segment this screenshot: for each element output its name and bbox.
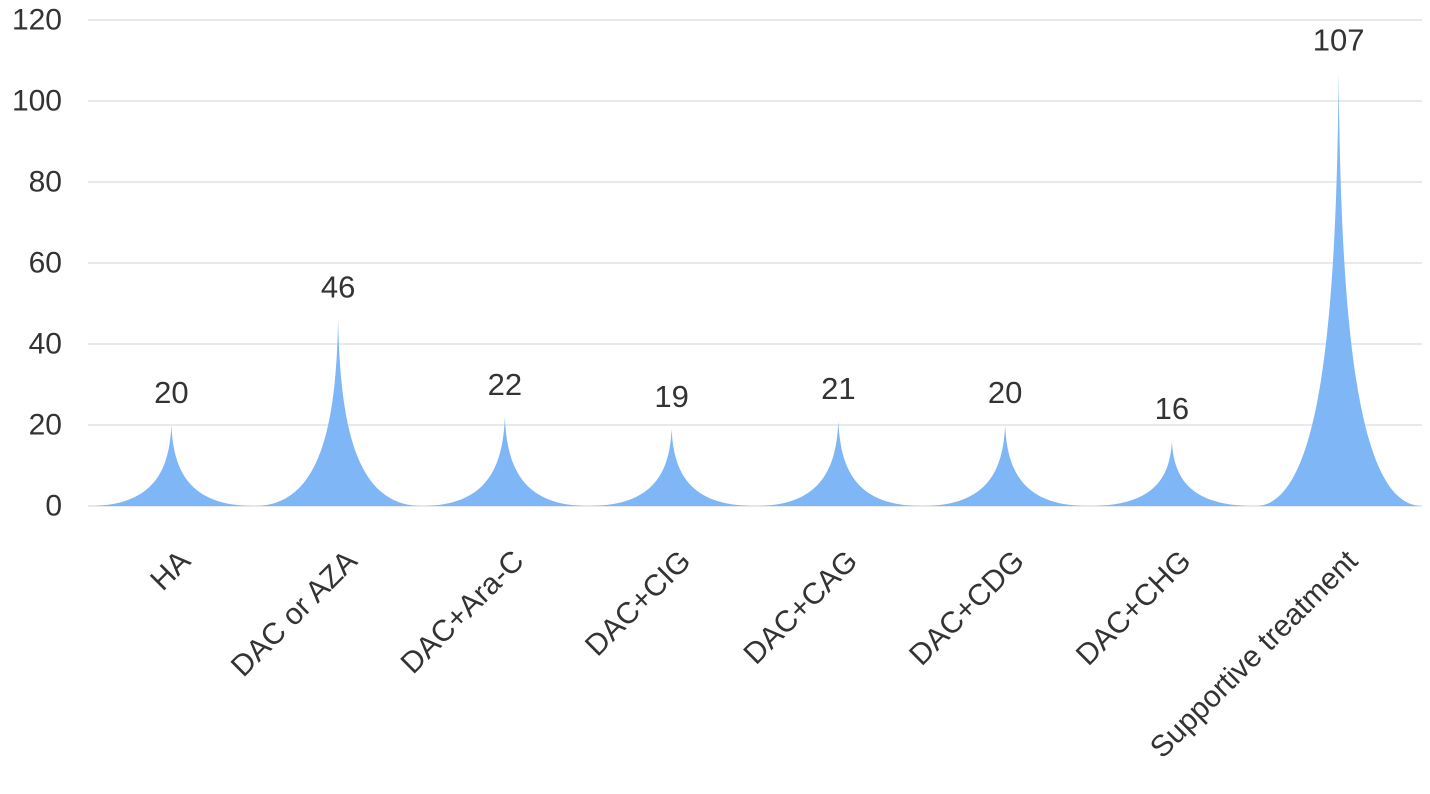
bar-7 [1255, 72, 1422, 507]
x-axis: HA DAC or AZA DAC+Ara-C DAC+CIG DAC+CAG DAC+C… [144, 544, 1365, 765]
x-tick-label: HA [144, 544, 197, 597]
y-axis: 0 20 40 60 80 100 120 [12, 4, 62, 523]
bar-1 [254, 319, 422, 506]
data-label: 16 [1155, 391, 1189, 426]
y-tick-label: 60 [29, 247, 62, 280]
y-tick-label: 0 [45, 490, 62, 523]
bar-2 [421, 416, 589, 506]
y-tick-label: 20 [29, 409, 62, 442]
x-tick-label: DAC+CDG [903, 544, 1031, 672]
bar-6 [1088, 441, 1256, 506]
data-label: 22 [488, 367, 522, 402]
data-label: 46 [321, 270, 355, 305]
x-tick-label: DAC+CHG [1070, 544, 1198, 672]
bar-3 [588, 429, 755, 506]
x-tick-label: DAC+CAG [738, 544, 864, 670]
data-label: 19 [654, 379, 688, 414]
bar-0 [88, 425, 255, 506]
grid [88, 19, 1422, 507]
y-tick-label: 80 [29, 166, 62, 199]
data-labels: 20 46 22 19 21 20 16 107 [154, 23, 1364, 427]
series [88, 72, 1422, 507]
data-label: 20 [988, 375, 1022, 410]
y-tick-label: 120 [12, 4, 62, 37]
x-tick-label: DAC+CIG [579, 544, 697, 662]
bar-5 [921, 425, 1089, 506]
y-tick-label: 40 [29, 328, 62, 361]
data-label: 20 [154, 375, 188, 410]
data-label: 107 [1313, 23, 1365, 58]
y-tick-label: 100 [12, 85, 62, 118]
bar-4 [755, 420, 922, 506]
data-label: 21 [821, 371, 855, 406]
x-tick-label: DAC+Ara-C [395, 544, 531, 680]
x-tick-label: DAC or AZA [225, 544, 364, 683]
